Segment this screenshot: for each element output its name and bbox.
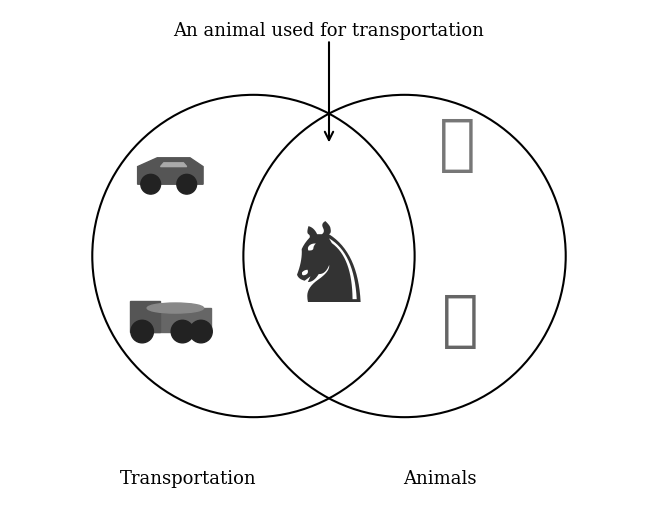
Polygon shape [161,163,187,166]
Circle shape [171,321,193,343]
Circle shape [190,321,213,343]
Circle shape [177,175,197,194]
Text: Transportation: Transportation [120,470,256,488]
Text: ♞: ♞ [279,218,379,325]
Ellipse shape [147,303,203,313]
Circle shape [131,321,153,343]
Text: 🦁: 🦁 [442,292,478,351]
Polygon shape [140,308,211,332]
Text: Animals: Animals [403,470,476,488]
Text: 🐕: 🐕 [439,116,476,175]
Circle shape [141,175,161,194]
Polygon shape [130,302,161,332]
Polygon shape [138,158,203,184]
Text: An animal used for transportation: An animal used for transportation [174,22,484,40]
